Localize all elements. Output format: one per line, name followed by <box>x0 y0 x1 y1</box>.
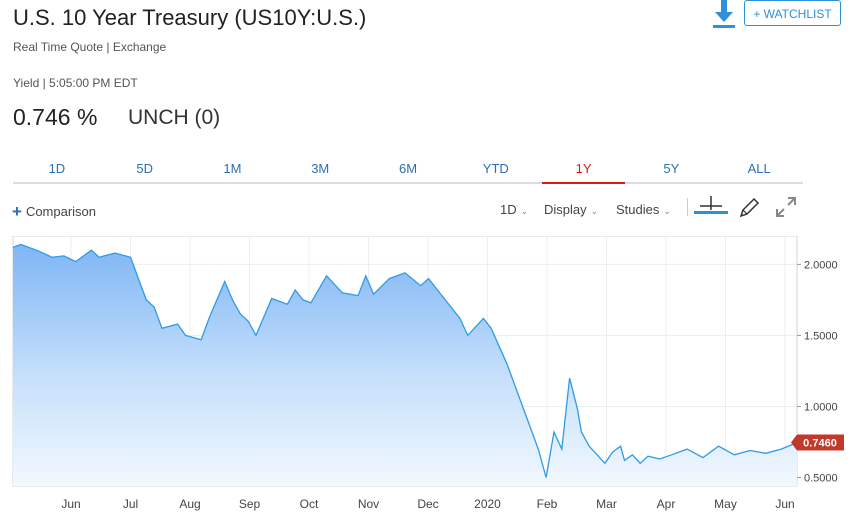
fullscreen-button[interactable] <box>775 196 801 220</box>
draw-button[interactable] <box>737 196 763 220</box>
x-tick-label: May <box>714 497 737 511</box>
tab-all[interactable]: ALL <box>747 161 771 176</box>
x-tick-label: Sep <box>239 497 261 511</box>
tab-5d[interactable]: 5D <box>136 161 153 176</box>
x-tick-label: Jun <box>775 497 794 511</box>
display-dropdown[interactable]: Display ⌄ <box>544 202 598 217</box>
tab-1d[interactable]: 1D <box>48 161 66 176</box>
x-tick-label: Jul <box>123 497 138 511</box>
studies-dropdown[interactable]: Studies ⌄ <box>616 202 671 217</box>
comparison-button[interactable]: + Comparison <box>12 202 96 222</box>
pencil-icon <box>739 197 760 218</box>
badge-shape <box>791 434 844 451</box>
x-tick-label: Feb <box>537 497 558 511</box>
chart-series-line <box>12 243 798 478</box>
download-icon <box>713 0 735 28</box>
expand-icon <box>776 197 796 217</box>
chart-area-fill <box>13 244 797 486</box>
quote-change: UNCH (0) <box>128 106 221 129</box>
tab-1y[interactable]: 1Y <box>540 154 628 184</box>
x-tick-label: Nov <box>358 497 379 511</box>
last-value-badge: 0.7460 <box>791 434 844 451</box>
y-tick-label: 1.5000 <box>804 330 838 342</box>
x-tick-label: Dec <box>417 497 438 511</box>
display-label: Display <box>544 202 587 217</box>
add-to-watchlist-button[interactable]: + WATCHLIST <box>744 0 841 26</box>
x-tick-label: Aug <box>179 497 200 511</box>
tab-5y[interactable]: 5Y <box>663 161 680 176</box>
download-button[interactable] <box>710 0 738 30</box>
x-tick-label: Jun <box>61 497 80 511</box>
tab-6m[interactable]: 6M <box>398 161 418 176</box>
chevron-down-icon: ⌄ <box>663 206 671 216</box>
y-axis: 2.0000 1.5000 1.0000 0.5000 <box>797 259 838 484</box>
crosshair-icon <box>694 196 728 214</box>
range-tabs: 1D 5D 1M 3M 6M YTD 1Y 5Y ALL <box>13 154 803 184</box>
interval-dropdown[interactable]: 1D ⌄ <box>500 202 528 217</box>
toolbar-divider <box>687 198 688 216</box>
y-tick-label: 0.5000 <box>804 472 838 484</box>
crosshair-button[interactable] <box>694 196 728 220</box>
tab-1m[interactable]: 1M <box>223 161 242 176</box>
chevron-down-icon: ⌄ <box>520 206 529 216</box>
x-tick-label: Oct <box>300 497 319 511</box>
interval-label: 1D <box>500 202 517 217</box>
x-axis: Jun Jul Aug Sep Oct Nov Dec 2020 Feb Mar Apr May Jun <box>61 497 794 511</box>
y-tick-label: 1.0000 <box>804 401 838 413</box>
x-tick-label: Mar <box>596 497 617 511</box>
yield-timestamp: Yield | 5:05:00 PM EDT <box>13 76 138 90</box>
page-title: U.S. 10 Year Treasury (US10Y:U.S.) <box>13 5 367 30</box>
plus-icon: + <box>12 202 22 221</box>
comparison-label: Comparison <box>25 204 97 219</box>
quote-source: Real Time Quote | Exchange <box>13 40 167 54</box>
chevron-down-icon: ⌄ <box>590 206 599 216</box>
badge-label: 0.7460 <box>803 438 837 450</box>
yield-chart[interactable]: 2.0000 1.5000 1.0000 0.5000 Jun Jul Aug Sep Oct… <box>0 236 857 517</box>
x-tick-label: Apr <box>657 497 676 511</box>
quote-price: 0.746 % <box>13 104 98 130</box>
studies-label: Studies <box>616 202 660 217</box>
x-tick-label: 2020 <box>474 497 501 511</box>
y-tick-label: 2.0000 <box>804 259 838 271</box>
tab-3m[interactable]: 3M <box>311 161 330 176</box>
tab-ytd[interactable]: YTD <box>482 161 509 176</box>
chart-toolbar: + Comparison 1D ⌄ Display ⌄ Studies ⌄ <box>0 196 857 224</box>
